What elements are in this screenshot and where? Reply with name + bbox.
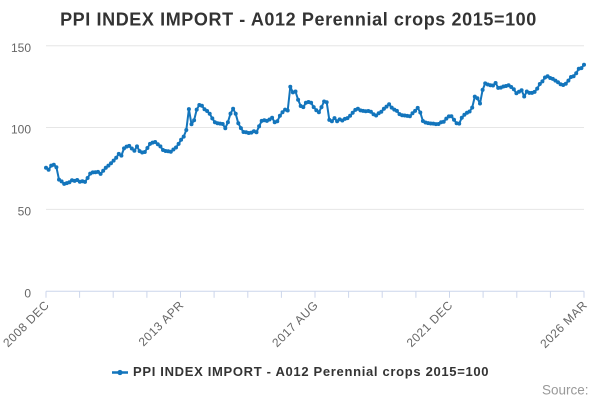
svg-text:100: 100	[11, 123, 31, 137]
svg-text:PPI INDEX IMPORT - A012 Perenn: PPI INDEX IMPORT - A012 Perennial crops …	[133, 364, 489, 379]
svg-text:Source:: Source:	[542, 383, 589, 398]
svg-text:PPI INDEX IMPORT - A012 Perenn: PPI INDEX IMPORT - A012 Perennial crops …	[60, 10, 537, 30]
svg-text:0: 0	[24, 287, 31, 301]
svg-text:50: 50	[18, 205, 32, 219]
svg-text:150: 150	[11, 41, 31, 55]
